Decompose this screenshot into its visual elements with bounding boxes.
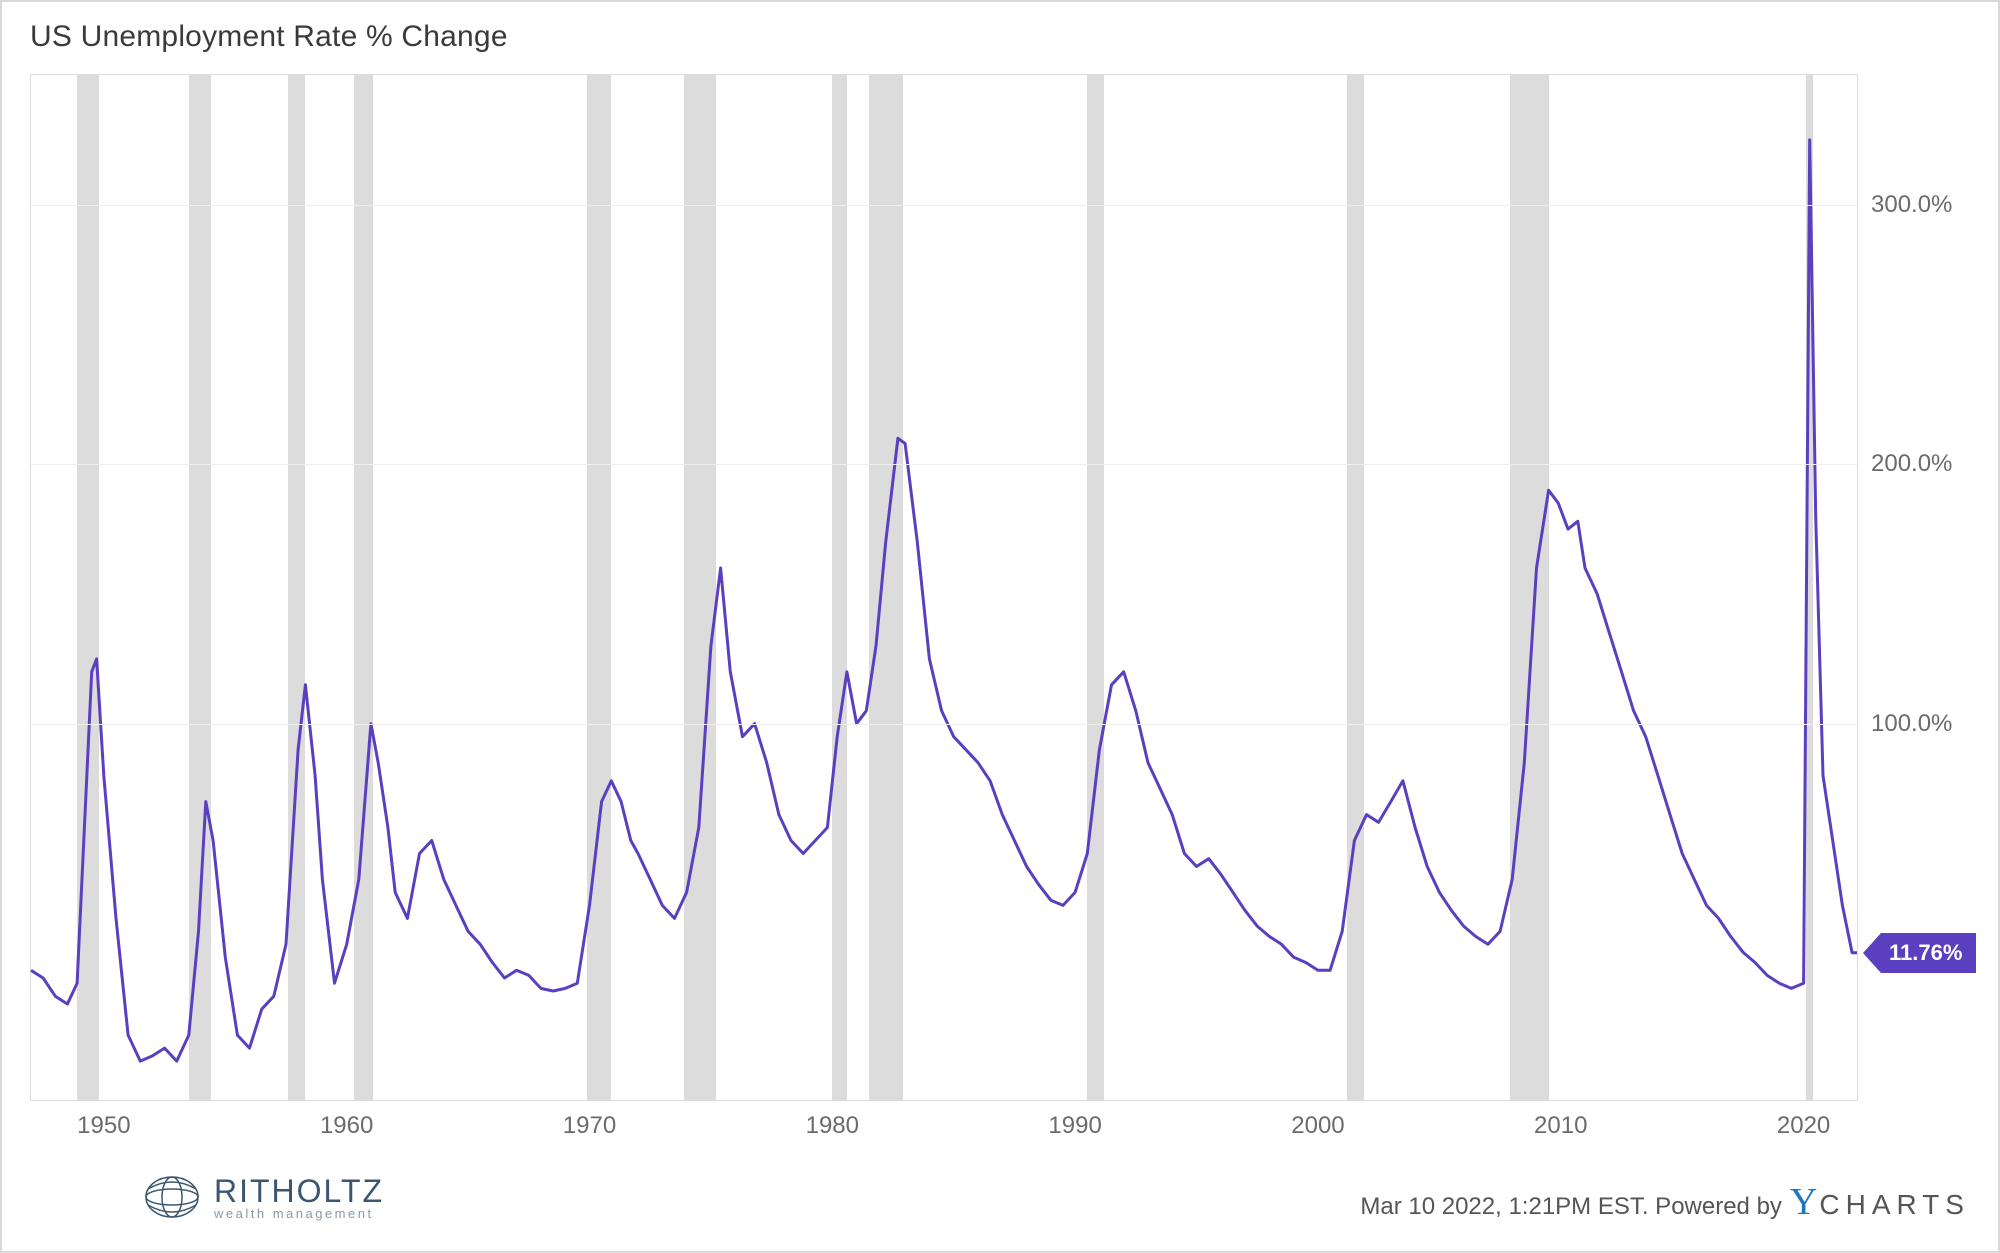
plot-wrap: 100.0%200.0%300.0%1950196019701980199020… <box>30 74 1858 1101</box>
brand-sub: wealth management <box>214 1206 384 1221</box>
gridline <box>31 205 1857 206</box>
x-tick-label: 2020 <box>1777 1112 1830 1140</box>
x-tick-label: 1980 <box>806 1112 859 1140</box>
x-tick-label: 1990 <box>1048 1112 1101 1140</box>
ycharts-text: CHARTS <box>1819 1189 1970 1221</box>
y-tick-label: 200.0% <box>1871 450 1952 478</box>
end-value-flag: 11.76% <box>1881 933 1976 973</box>
ycharts-logo: Y CHARTS <box>1790 1189 1970 1221</box>
x-tick-label: 1960 <box>320 1112 373 1140</box>
ycharts-y-icon: Y <box>1790 1191 1817 1214</box>
y-tick-label: 100.0% <box>1871 710 1952 738</box>
x-tick-label: 1970 <box>563 1112 616 1140</box>
x-tick-label: 1950 <box>77 1112 130 1140</box>
gridline <box>31 724 1857 725</box>
x-tick-label: 2010 <box>1534 1112 1587 1140</box>
globe-icon <box>142 1171 202 1223</box>
line-svg <box>31 75 1857 1100</box>
x-tick-label: 2000 <box>1291 1112 1344 1140</box>
footer: RITHOLTZ wealth management Mar 10 2022, … <box>2 1151 1998 1251</box>
timestamp-text: Mar 10 2022, 1:21PM EST. Powered by <box>1360 1193 1782 1221</box>
y-tick-label: 300.0% <box>1871 191 1952 219</box>
ritholtz-logo: RITHOLTZ wealth management <box>142 1171 384 1223</box>
gridline <box>31 464 1857 465</box>
brand-text: RITHOLTZ <box>214 1173 384 1210</box>
attribution: Mar 10 2022, 1:21PM EST. Powered by Y CH… <box>1360 1189 1970 1221</box>
plot-area: 100.0%200.0%300.0%1950196019701980199020… <box>30 74 1858 1101</box>
series-line <box>31 140 1857 1061</box>
chart-title: US Unemployment Rate % Change <box>30 20 508 54</box>
chart-frame: US Unemployment Rate % Change 100.0%200.… <box>0 0 2000 1253</box>
